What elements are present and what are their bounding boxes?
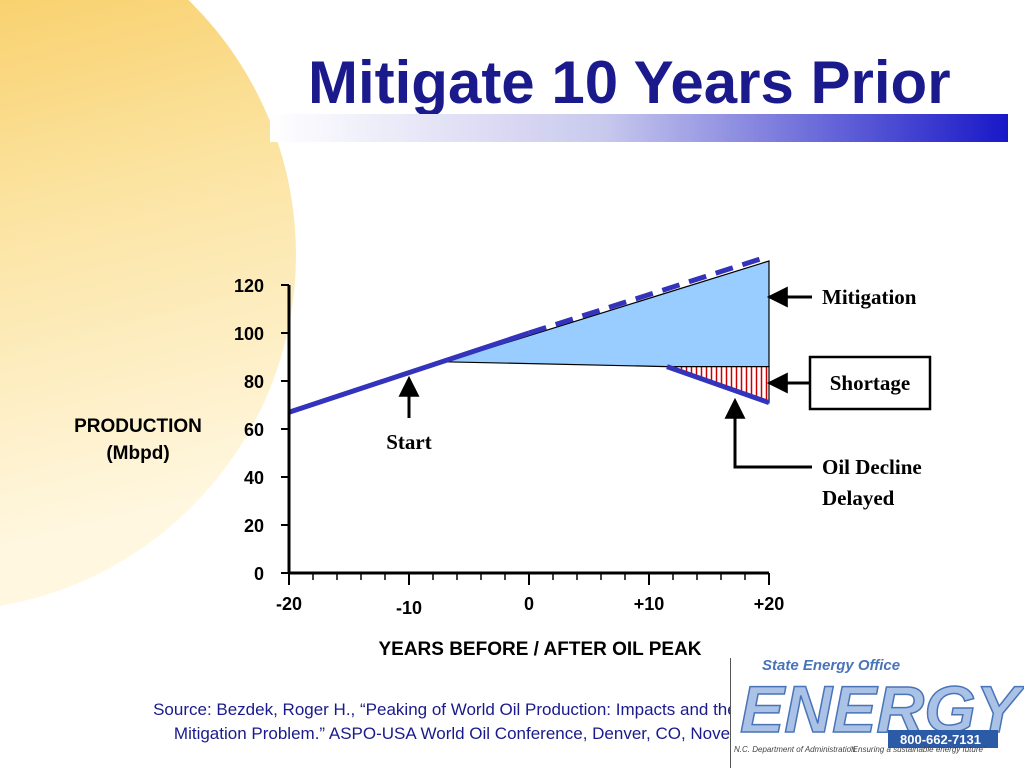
logo-tagline: “Ensuring a sustainable energy future” bbox=[850, 745, 986, 754]
x-axis-label: YEARS BEFORE / AFTER OIL PEAK bbox=[378, 639, 701, 660]
production-series-3 bbox=[666, 364, 770, 405]
start-annotation: Start bbox=[386, 430, 432, 454]
title-underline-bar bbox=[270, 114, 1008, 142]
y-axis-label-line2: (Mbpd) bbox=[106, 443, 169, 464]
mitigation-annotation: Mitigation bbox=[822, 285, 917, 309]
source-line-2: Mitigation Problem.” ASPO-USA World Oil … bbox=[173, 724, 817, 743]
logo-department: N.C. Department of Administration bbox=[734, 745, 856, 754]
page-title: Mitigate 10 Years Prior bbox=[308, 49, 951, 116]
y-tick-label: 0 bbox=[254, 564, 264, 584]
state-energy-office-logo: State Energy Office ENERGY 800-662-7131 … bbox=[730, 656, 1024, 768]
y-tick-label: 120 bbox=[234, 276, 264, 296]
x-tick-label: 0 bbox=[524, 594, 534, 614]
x-tick-label: -20 bbox=[276, 594, 302, 614]
y-tick-label: 60 bbox=[244, 420, 264, 440]
y-tick-label: 40 bbox=[244, 468, 264, 488]
mitigation-region bbox=[444, 260, 770, 368]
logo-phone-band bbox=[888, 730, 998, 748]
source-line-1: Source: Bezdek, Roger H., “Peaking of Wo… bbox=[153, 700, 837, 719]
shortage-box bbox=[808, 355, 932, 411]
oil-decline-annotation-line2: Delayed bbox=[822, 486, 895, 510]
shortage-annotation: Shortage bbox=[830, 371, 911, 395]
logo-header: State Energy Office bbox=[762, 657, 900, 674]
production-series-1 bbox=[288, 330, 530, 415]
oil-decline-arrow bbox=[724, 397, 812, 469]
y-tick-label: 20 bbox=[244, 516, 264, 536]
production-series-2 bbox=[528, 253, 770, 336]
oil-decline-annotation-line1: Oil Decline bbox=[822, 455, 922, 479]
x-tick-label: +20 bbox=[754, 594, 785, 614]
x-tick-label: -10 bbox=[396, 598, 422, 618]
y-tick-label: 80 bbox=[244, 372, 264, 392]
logo-phone: 800-662-7131 bbox=[900, 732, 981, 747]
y-axis-label-line1: PRODUCTION bbox=[74, 416, 202, 437]
x-tick-label: +10 bbox=[634, 594, 665, 614]
source-citation: Source: Bezdek, Roger H., “Peaking of Wo… bbox=[60, 698, 930, 746]
y-tick-label: 100 bbox=[234, 324, 264, 344]
